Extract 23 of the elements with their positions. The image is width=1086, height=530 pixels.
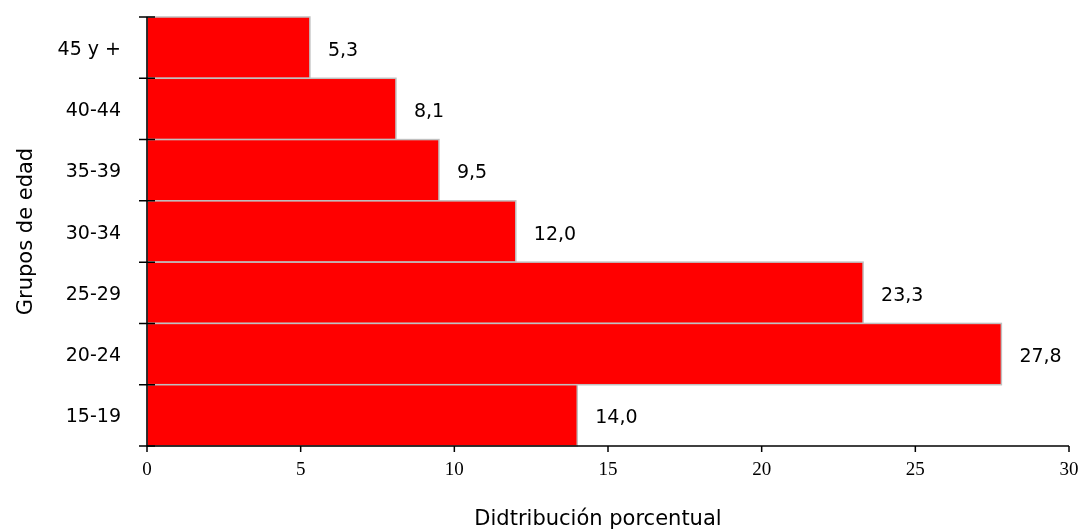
x-tick-label: 20	[752, 458, 772, 479]
y-tick-label: 45 y +	[57, 36, 121, 59]
x-tick-label: 25	[905, 458, 925, 479]
x-tick-label: 5	[295, 458, 306, 479]
data-label: 9,5	[456, 160, 488, 183]
x-axis-title: Didtribución porcentual	[474, 506, 722, 530]
x-tick-label: 0	[142, 458, 152, 479]
y-tick-label: 35-39	[65, 159, 121, 182]
y-tick-label: 15-19	[65, 404, 121, 427]
x-tick-label: 15	[598, 458, 618, 479]
y-tick-label: 25-29	[65, 281, 121, 304]
data-label: 23,3	[881, 282, 924, 305]
x-tick-label: 30	[1059, 458, 1079, 479]
data-label: 5,3	[327, 37, 359, 60]
x-tick-label: 10	[444, 458, 464, 479]
y-axis-title: Grupos de edad	[13, 147, 37, 316]
y-tick-label: 20-24	[65, 343, 121, 366]
data-label: 14,0	[595, 405, 638, 428]
data-label: 12,0	[533, 221, 577, 244]
y-tick-label: 40-44	[65, 97, 121, 120]
data-label: 27,8	[1019, 344, 1062, 367]
y-tick-label: 30-34	[65, 220, 121, 243]
data-label: 8,1	[413, 98, 445, 121]
